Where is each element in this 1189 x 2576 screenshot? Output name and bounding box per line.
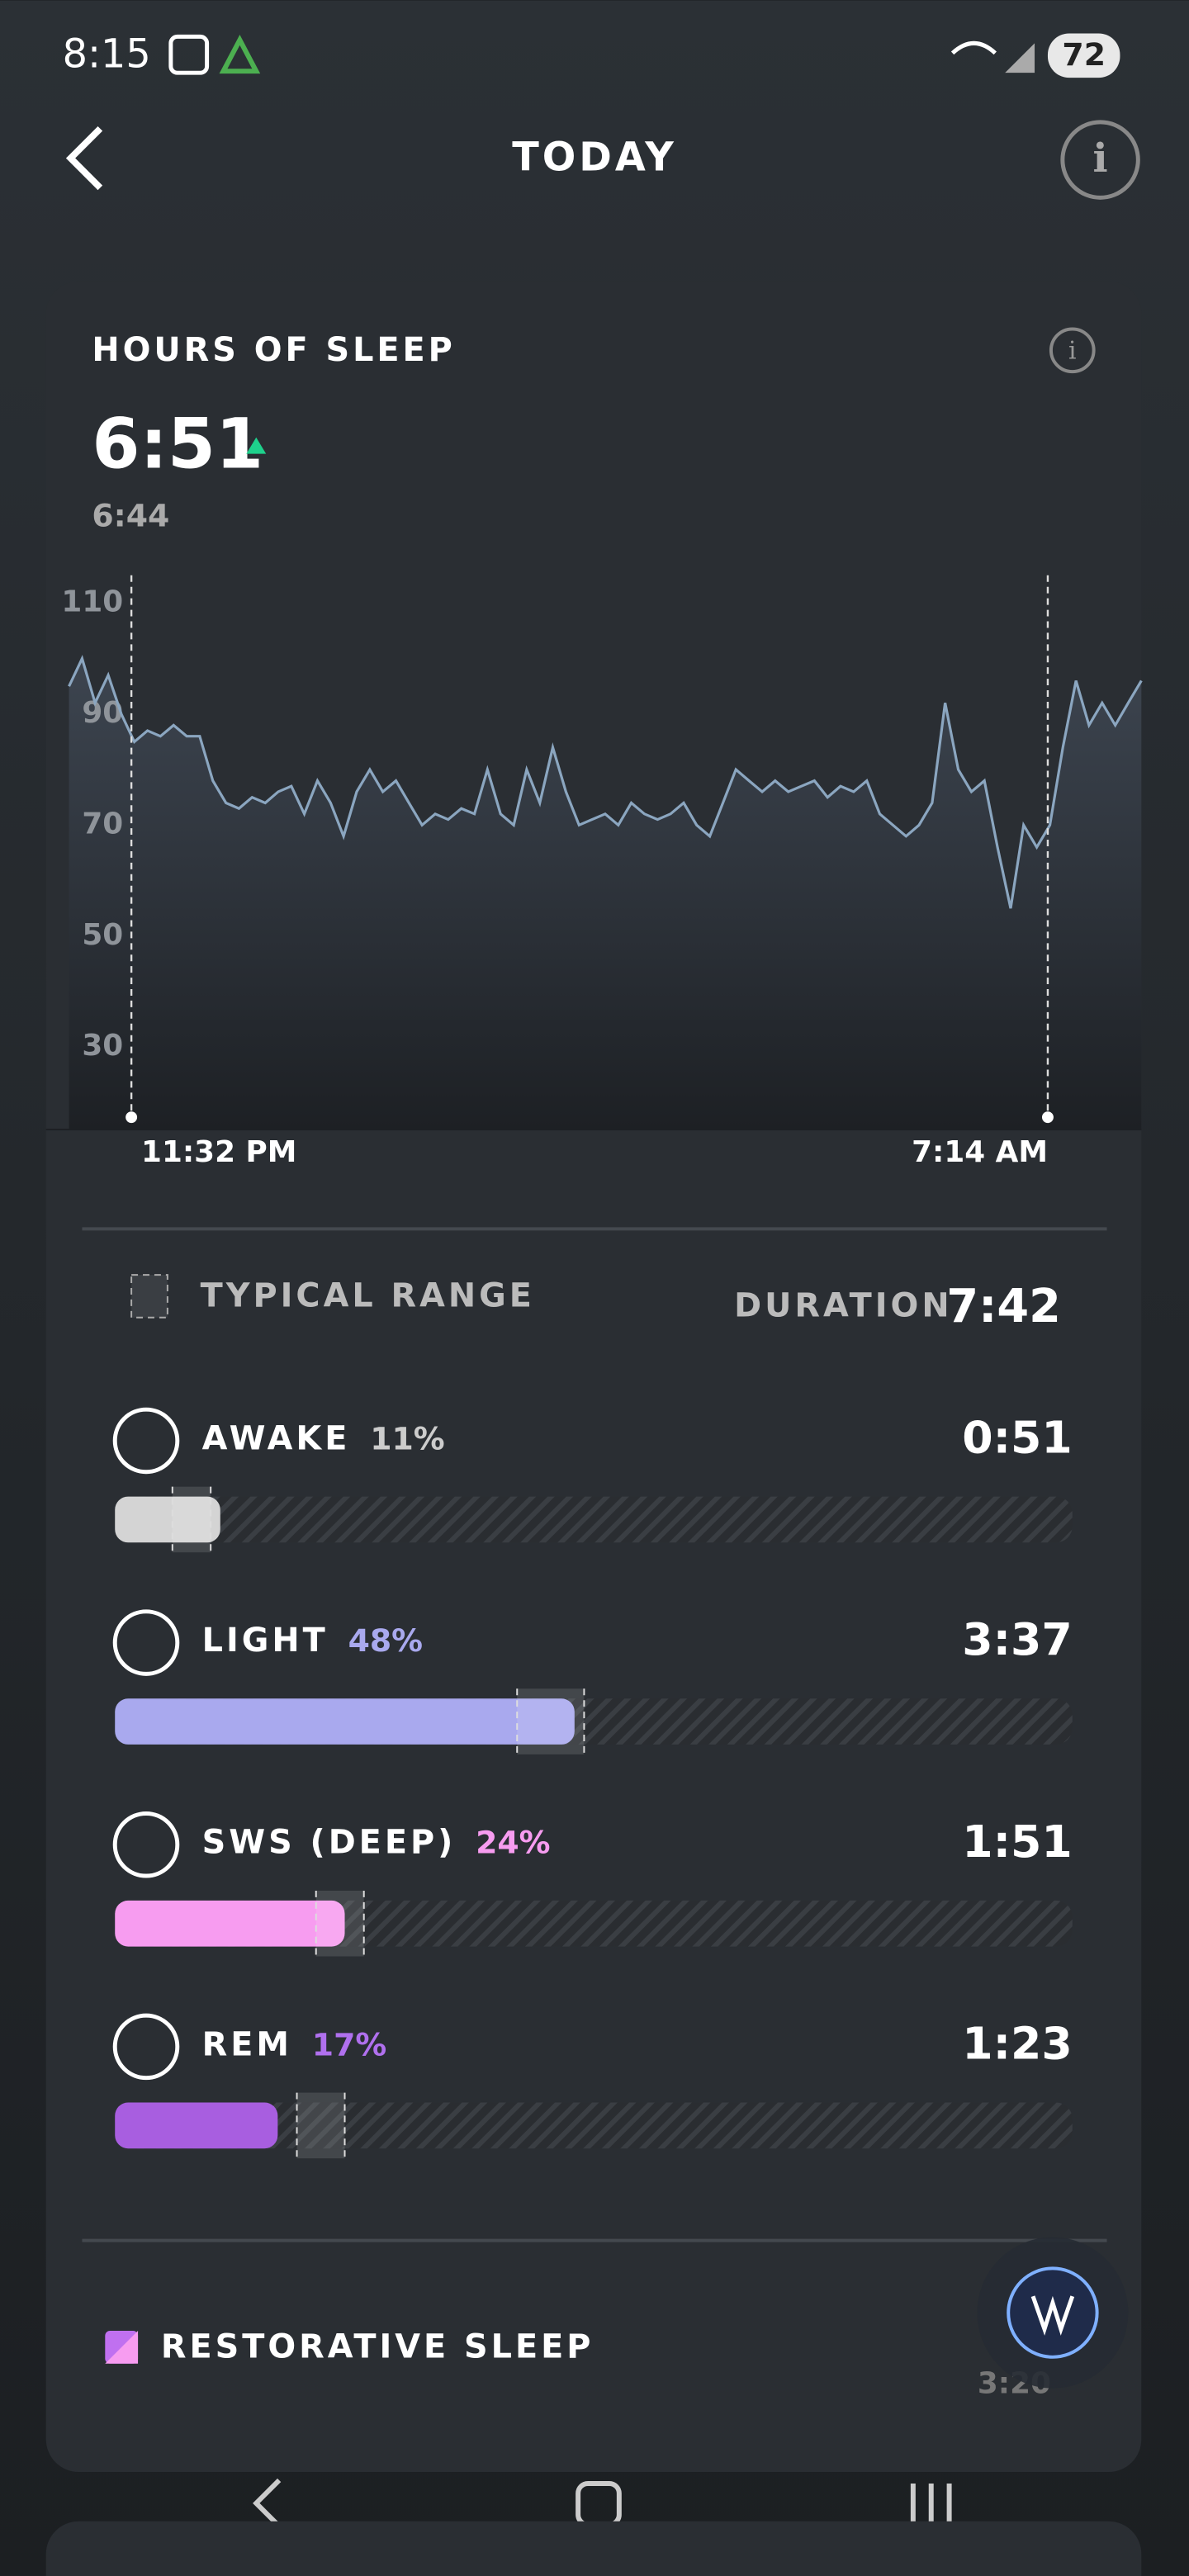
- stage-duration: 1:51: [962, 1816, 1073, 1868]
- info-icon: i: [1093, 135, 1108, 182]
- info-button[interactable]: [1049, 327, 1096, 374]
- coach-icon: [1030, 2295, 1075, 2336]
- y-tick-label: 110: [61, 585, 123, 618]
- typical-range: [296, 2092, 345, 2159]
- stage-duration: 1:23: [962, 2018, 1073, 2070]
- time-label: 11:32 PM: [141, 1135, 296, 1169]
- stage-track: [115, 2102, 1073, 2149]
- stage-toggle[interactable]: [112, 1609, 180, 1676]
- card-title: HOURS OF SLEEP: [92, 331, 455, 369]
- stage-percent: 17%: [312, 2026, 386, 2062]
- chart-area: [69, 658, 1142, 1131]
- nav-back[interactable]: [253, 2478, 282, 2528]
- stage-bar: [115, 1698, 575, 1745]
- stage-duration: 3:37: [962, 1613, 1073, 1665]
- stage-track: [115, 1900, 1073, 1947]
- status-icon: [219, 34, 261, 74]
- info-button[interactable]: [1060, 120, 1140, 200]
- info-icon: i: [1068, 336, 1077, 365]
- stage-toggle[interactable]: [112, 1407, 180, 1475]
- duration-label: DURATION: [734, 1286, 952, 1324]
- stage-toggle[interactable]: [112, 1811, 180, 1878]
- stage-name: REM: [202, 2025, 292, 2063]
- typical-range-label: TYPICAL RANGE: [201, 1276, 535, 1314]
- stage-percent: 11%: [370, 1420, 444, 1456]
- trend-up: [246, 437, 267, 454]
- previous-hours: 6:44: [92, 498, 169, 534]
- restorative-label: RESTORATIVE SLEEP: [161, 2327, 594, 2365]
- page-title: TODAY: [512, 135, 677, 181]
- stage-bar: [115, 1900, 345, 1947]
- typical-range: [517, 1688, 585, 1754]
- typical-range-swatch: [130, 1274, 168, 1319]
- signal-icon: [1005, 43, 1035, 73]
- stage-percent: 24%: [476, 1825, 550, 1861]
- stage-bar: [115, 2102, 278, 2149]
- chart-baseline: [45, 1129, 1142, 1131]
- time-marker-dot: [126, 1111, 138, 1124]
- stages: AWAKE 11% 0:51 LIGHT 48% 3:37 SWS (DEEP) 24% 1:5…: [112, 1407, 1073, 2159]
- stage-track: [115, 1496, 1073, 1543]
- nav-recents[interactable]: [910, 2483, 952, 2523]
- stage-percent: 48%: [348, 1622, 423, 1659]
- back-button[interactable]: [65, 125, 103, 191]
- battery-level: 72: [1062, 36, 1106, 73]
- next-card: [45, 2521, 1142, 2576]
- stage-bar: [115, 1496, 220, 1543]
- y-tick-label: 70: [82, 807, 123, 841]
- y-tick-label: 30: [82, 1029, 123, 1063]
- stage-name: AWAKE: [202, 1419, 351, 1457]
- wifi-icon: [950, 41, 997, 55]
- typical-range: [315, 1890, 364, 1957]
- battery: [1047, 33, 1120, 78]
- stage-toggle[interactable]: [112, 2013, 180, 2081]
- time-label: 7:14 AM: [912, 1135, 1048, 1169]
- clock: 8:15: [63, 31, 151, 77]
- typical-range: [172, 1486, 211, 1553]
- y-tick-label: 50: [82, 918, 123, 952]
- time-marker-dot: [1041, 1111, 1054, 1124]
- stage-name: LIGHT: [202, 1622, 329, 1660]
- sleep-hours: 6:51: [92, 404, 263, 485]
- stage-duration: 0:51: [962, 1412, 1073, 1464]
- duration-value: 7:42: [946, 1280, 1061, 1333]
- coach-button[interactable]: [1007, 2266, 1099, 2359]
- status-icon: [168, 34, 210, 75]
- heart-rate-line: [68, 655, 1143, 909]
- stage-name: SWS (DEEP): [202, 1824, 457, 1862]
